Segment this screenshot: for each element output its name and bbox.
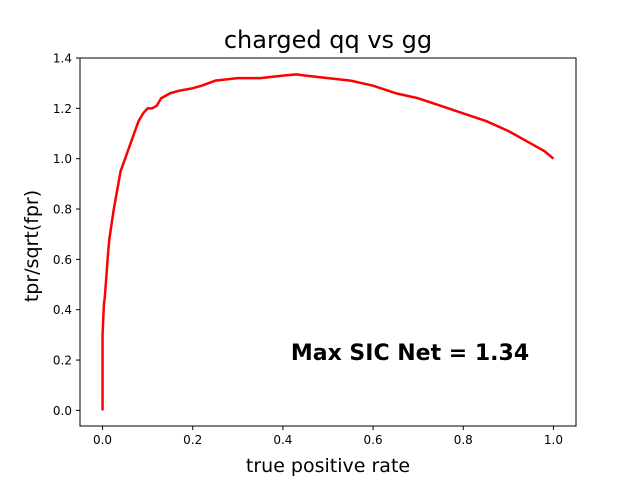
y-tick-label: 0.6: [53, 253, 72, 267]
y-tick-label: 0.0: [53, 404, 72, 418]
y-axis-ticks: 0.0 0.2 0.4 0.6 0.8 1.0 1.2 1.4: [53, 52, 80, 418]
y-axis-label: tpr/sqrt(fpr): [21, 190, 43, 302]
x-tick-label: 0.6: [364, 433, 383, 447]
plot-area: [101, 73, 555, 411]
y-tick-label: 0.4: [53, 303, 72, 317]
x-tick-label: 0.4: [273, 433, 292, 447]
y-tick-label: 1.0: [53, 152, 72, 166]
x-tick-label: 0.8: [454, 433, 473, 447]
x-tick-label: 0.2: [183, 433, 202, 447]
max-sic-annotation: Max SIC Net = 1.34: [291, 341, 529, 366]
x-tick-label: 1.0: [544, 433, 563, 447]
y-tick-label: 0.8: [53, 203, 72, 217]
x-axis-ticks: 0.0 0.2 0.4 0.6 0.8 1.0: [93, 426, 563, 447]
sic-curve-line: [101, 73, 555, 411]
x-axis-label: true positive rate: [246, 455, 410, 477]
plot-frame: [79, 57, 577, 427]
y-tick-label: 1.2: [53, 102, 72, 116]
x-tick-label: 0.0: [93, 433, 112, 447]
y-tick-label: 0.2: [53, 354, 72, 368]
y-tick-label: 1.4: [53, 52, 72, 66]
chart-title: charged qq vs gg: [224, 26, 432, 54]
